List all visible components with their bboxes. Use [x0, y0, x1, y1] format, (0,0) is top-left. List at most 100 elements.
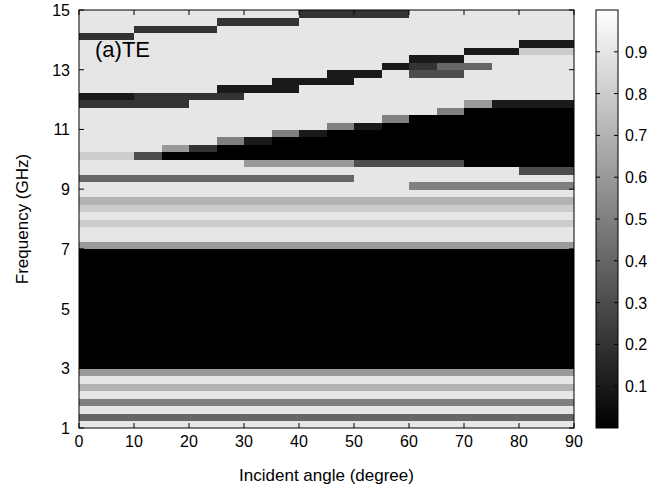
- y-tick-label: 13: [52, 62, 70, 79]
- cell: [519, 152, 547, 160]
- cell: [547, 413, 575, 421]
- cell: [547, 144, 575, 152]
- x-tick: [79, 10, 80, 15]
- cell: [327, 368, 355, 376]
- cell: [409, 219, 437, 227]
- cell: [244, 234, 272, 242]
- cell: [162, 391, 190, 399]
- cell: [327, 115, 355, 123]
- cell: [492, 413, 520, 421]
- cell: [162, 271, 190, 279]
- cell: [189, 368, 217, 376]
- cell: [409, 361, 437, 369]
- cell: [272, 167, 300, 175]
- cell: [437, 212, 465, 220]
- cell: [134, 264, 162, 272]
- cell: [519, 398, 547, 406]
- cell: [464, 129, 492, 137]
- cell: [519, 55, 547, 63]
- cell: [244, 338, 272, 346]
- y-tick: [79, 129, 84, 130]
- cell: [107, 159, 135, 167]
- cell: [519, 346, 547, 354]
- cell: [382, 294, 410, 302]
- cell: [299, 122, 327, 130]
- cell: [299, 152, 327, 160]
- cell: [299, 294, 327, 302]
- cell: [134, 241, 162, 249]
- cell: [492, 62, 520, 70]
- cell: [134, 62, 162, 70]
- cell: [327, 264, 355, 272]
- cell: [519, 271, 547, 279]
- cell: [382, 264, 410, 272]
- cell: [79, 271, 107, 279]
- cell: [107, 219, 135, 227]
- cell: [437, 159, 465, 167]
- cell: [299, 316, 327, 324]
- cell: [134, 294, 162, 302]
- x-tick: [464, 10, 465, 15]
- cell: [519, 264, 547, 272]
- cell: [519, 85, 547, 93]
- cell: [327, 10, 355, 18]
- colorbar-tick: [614, 344, 618, 345]
- cell: [272, 331, 300, 339]
- cell: [272, 324, 300, 332]
- cell: [134, 197, 162, 205]
- cell: [107, 383, 135, 391]
- cell: [217, 413, 245, 421]
- cell: [299, 174, 327, 182]
- cell: [217, 286, 245, 294]
- cell: [519, 182, 547, 190]
- cell: [464, 204, 492, 212]
- cell: [217, 212, 245, 220]
- y-tick: [569, 10, 574, 11]
- cell: [519, 189, 547, 197]
- cell: [79, 204, 107, 212]
- cell: [272, 92, 300, 100]
- cell: [162, 301, 190, 309]
- cell: [437, 406, 465, 414]
- cell: [464, 77, 492, 85]
- cell: [547, 368, 575, 376]
- colorbar-tick: [614, 260, 618, 261]
- cell: [244, 264, 272, 272]
- cell: [327, 391, 355, 399]
- cell: [519, 144, 547, 152]
- cell: [272, 62, 300, 70]
- cell: [134, 159, 162, 167]
- cell: [327, 62, 355, 70]
- cell: [327, 383, 355, 391]
- cell: [409, 40, 437, 48]
- cell: [519, 10, 547, 18]
- cell: [299, 62, 327, 70]
- cell: [492, 331, 520, 339]
- cell: [354, 100, 382, 108]
- cell: [134, 421, 162, 428]
- cell: [162, 279, 190, 287]
- cell: [244, 361, 272, 369]
- cell: [437, 167, 465, 175]
- x-tick: [244, 10, 245, 15]
- cell: [519, 324, 547, 332]
- cell: [244, 421, 272, 428]
- cell: [327, 324, 355, 332]
- cell: [492, 361, 520, 369]
- background: [0, 0, 659, 497]
- cell: [299, 129, 327, 137]
- cell: [162, 219, 190, 227]
- cell: [464, 115, 492, 123]
- cell: [437, 316, 465, 324]
- cell: [519, 368, 547, 376]
- cell: [327, 77, 355, 85]
- cell: [244, 241, 272, 249]
- cell: [464, 324, 492, 332]
- cell: [189, 189, 217, 197]
- cell: [354, 197, 382, 205]
- cell: [382, 368, 410, 376]
- plot-frame: [79, 10, 574, 428]
- cell: [272, 256, 300, 264]
- cell: [382, 421, 410, 428]
- cell: [299, 286, 327, 294]
